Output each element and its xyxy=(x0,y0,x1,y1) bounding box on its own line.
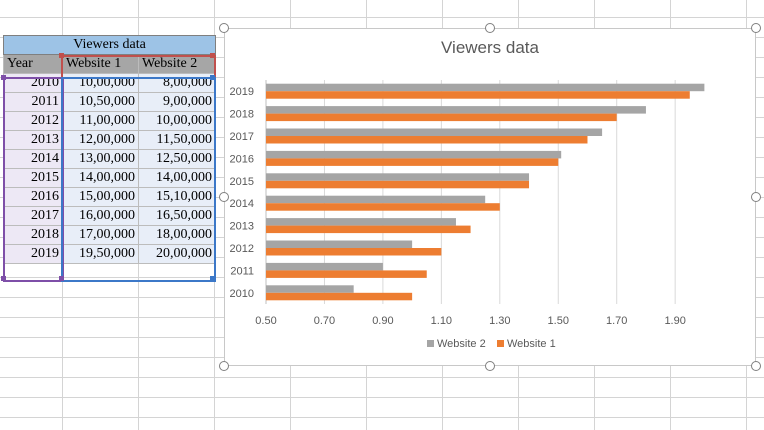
year-cell[interactable]: 2018 xyxy=(3,225,63,245)
table-row: 2012 11,00,000 10,00,000 xyxy=(3,111,216,131)
website2-cell[interactable]: 15,10,000 xyxy=(138,187,216,207)
chart-area[interactable] xyxy=(224,28,756,366)
website2-cell[interactable]: 11,50,000 xyxy=(138,130,216,150)
header-website2-cell[interactable]: Website 2 xyxy=(138,54,216,74)
website1-cell[interactable]: 11,00,000 xyxy=(62,111,139,131)
chart-resize-handle-left[interactable] xyxy=(219,192,229,202)
header-year-cell[interactable]: Year xyxy=(3,54,63,74)
table-row: 2018 17,00,000 18,00,000 xyxy=(3,225,216,245)
selection-handle[interactable] xyxy=(210,53,215,58)
website1-cell[interactable]: 10,00,000 xyxy=(62,73,139,93)
year-cell[interactable]: 2017 xyxy=(3,206,63,226)
chart-title[interactable]: Viewers data xyxy=(441,38,539,57)
website2-cell[interactable]: 16,50,000 xyxy=(138,206,216,226)
selection-handle[interactable] xyxy=(59,53,64,58)
website2-cell[interactable]: 8,00,000 xyxy=(138,73,216,93)
year-cell[interactable]: 2011 xyxy=(3,92,63,112)
website1-cell[interactable]: 10,50,000 xyxy=(62,92,139,112)
chart-resize-handle-top[interactable] xyxy=(485,23,495,33)
website2-cell[interactable]: 9,00,000 xyxy=(138,92,216,112)
website1-cell[interactable]: 17,00,000 xyxy=(62,225,139,245)
chart-resize-handle-bottom-right[interactable] xyxy=(751,361,761,371)
website2-cell[interactable]: 14,00,000 xyxy=(138,168,216,188)
table-row: 2016 15,00,000 15,10,000 xyxy=(3,187,216,207)
table-title-cell[interactable]: Viewers data xyxy=(3,35,216,55)
chart-resize-handle-top-right[interactable] xyxy=(751,23,761,33)
table-row: 2015 14,00,000 14,00,000 xyxy=(3,168,216,188)
website1-cell[interactable]: 15,00,000 xyxy=(62,187,139,207)
website1-cell[interactable]: 19,50,000 xyxy=(62,244,139,264)
table-row: 2010 10,00,000 8,00,000 xyxy=(3,73,216,93)
table-row: 2017 16,00,000 16,50,000 xyxy=(3,206,216,226)
year-cell[interactable]: 2015 xyxy=(3,168,63,188)
year-cell[interactable]: 2014 xyxy=(3,149,63,169)
website1-cell[interactable]: 16,00,000 xyxy=(62,206,139,226)
year-cell[interactable]: 2013 xyxy=(3,130,63,150)
website2-cell[interactable]: 20,00,000 xyxy=(138,244,216,264)
selection-handle[interactable] xyxy=(59,276,64,281)
table-row: 2014 13,00,000 12,50,000 xyxy=(3,149,216,169)
selection-handle[interactable] xyxy=(210,75,215,80)
year-cell[interactable]: 2016 xyxy=(3,187,63,207)
website1-cell[interactable]: 14,00,000 xyxy=(62,168,139,188)
website2-cell[interactable]: 10,00,000 xyxy=(138,111,216,131)
selection-handle[interactable] xyxy=(1,75,6,80)
website2-cell[interactable]: 18,00,000 xyxy=(138,225,216,245)
chart-resize-handle-top-left[interactable] xyxy=(219,23,229,33)
website1-cell[interactable]: 12,00,000 xyxy=(62,130,139,150)
year-cell[interactable]: 2010 xyxy=(3,73,63,93)
table-row: 2013 12,00,000 11,50,000 xyxy=(3,130,216,150)
chart-resize-handle-right[interactable] xyxy=(751,192,761,202)
chart-resize-handle-bottom[interactable] xyxy=(485,361,495,371)
website2-cell[interactable]: 12,50,000 xyxy=(138,149,216,169)
viewers-data-table: Viewers data Year Website 1 Website 2 20… xyxy=(3,35,216,264)
selection-handle[interactable] xyxy=(1,276,6,281)
table-row: 2011 10,50,000 9,00,000 xyxy=(3,92,216,112)
header-website1-cell[interactable]: Website 1 xyxy=(62,54,139,74)
year-cell[interactable]: 2012 xyxy=(3,111,63,131)
year-cell[interactable]: 2019 xyxy=(3,244,63,264)
selection-handle[interactable] xyxy=(210,276,215,281)
chart-resize-handle-bottom-left[interactable] xyxy=(219,361,229,371)
table-row: 2019 19,50,000 20,00,000 xyxy=(3,244,216,264)
website1-cell[interactable]: 13,00,000 xyxy=(62,149,139,169)
